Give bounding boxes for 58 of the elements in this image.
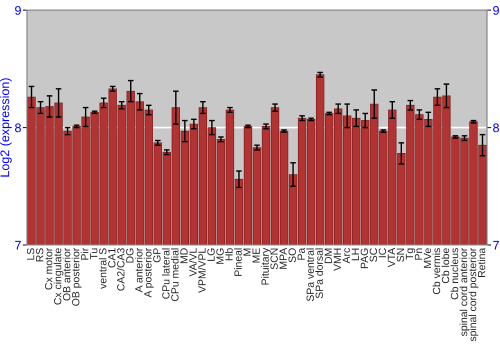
x-tick-label: LS [26, 248, 34, 260]
x-tick-label: GP [153, 248, 161, 262]
y-tick-label: 7 [15, 240, 21, 250]
x-tick-label: Tu [90, 248, 98, 260]
x-tick-label: VMH [334, 248, 341, 271]
x-tick-label: PAG [360, 248, 368, 268]
y-tick-label: 9 [15, 6, 21, 15]
x-tick-label: spinal cord anterior [460, 248, 470, 336]
x-tick-label: Cb nucleus [450, 248, 458, 300]
x-tick-label: Retina [478, 248, 486, 278]
x-tick-label: Cx motor [44, 248, 52, 290]
x-tick-label: Pineal [234, 248, 242, 276]
x-tick-label: DG [126, 248, 134, 263]
y2-tick-label: 7 [493, 240, 499, 250]
x-tick-label: LG [207, 248, 215, 261]
x-tick-label: MPA [280, 248, 287, 269]
x-tick-label: OB anterior [62, 248, 70, 301]
x-tick-label: RS [36, 248, 44, 262]
x-tick-label: SC [370, 248, 378, 262]
x-tick-label: CA1 [108, 248, 116, 268]
x-tick-label: LH [352, 248, 359, 260]
x-tick-label: spinal cord posterior [468, 248, 478, 342]
y2-tick-label: 8 [493, 123, 499, 132]
x-tick-label: Pn [414, 248, 422, 260]
x-tick-label: A posterior [144, 248, 154, 298]
x-tick-label: Pir [80, 248, 88, 260]
y2-tick-label: 9 [493, 6, 499, 15]
x-tick-label: Arc [342, 248, 350, 264]
x-tick-label: Cx cingulate [54, 248, 64, 305]
x-tick-label: Tg [406, 248, 416, 260]
x-tick-label: VA/VL [189, 248, 197, 276]
x-tick-label: Pituitary [261, 248, 271, 285]
x-tick-label: VPM/VPL [198, 248, 206, 293]
x-tick-label: MVe [424, 248, 432, 268]
x-tick-label: M [244, 248, 251, 256]
x-tick-label: DM [324, 248, 332, 264]
x-tick-label: CPu medial [170, 248, 179, 302]
x-tick-label: ventral S [98, 248, 106, 289]
x-tick-label: Hb [225, 248, 233, 260]
x-tick-label: CPu lateral [162, 248, 170, 299]
x-tick-label: A anterior [134, 248, 143, 292]
y-tick-label: 8 [15, 123, 21, 132]
x-tick-label: ME [252, 248, 260, 263]
x-tick-label: SO [288, 248, 296, 262]
x-tick-label: MG [216, 248, 224, 264]
x-tick-label: SCN [270, 248, 278, 270]
x-tick-label: SPa dorsal [315, 248, 323, 298]
x-tick-label: Pa [298, 248, 305, 260]
x-tick-label: VTA [388, 248, 395, 268]
x-tick-label: Cb vermis [432, 248, 440, 294]
x-tick-label: Cb lobe [442, 248, 450, 284]
x-tick-label: OB posterior [72, 248, 82, 306]
x-tick-label: IC [378, 248, 386, 258]
x-tick-label: SN [396, 248, 404, 262]
x-tick-label: SPa ventral [306, 248, 314, 302]
x-tick-label: MD [180, 248, 188, 264]
x-tick-label: CA2/CA3 [116, 248, 124, 291]
y-axis-title: Log2 (expression) [0, 78, 12, 177]
